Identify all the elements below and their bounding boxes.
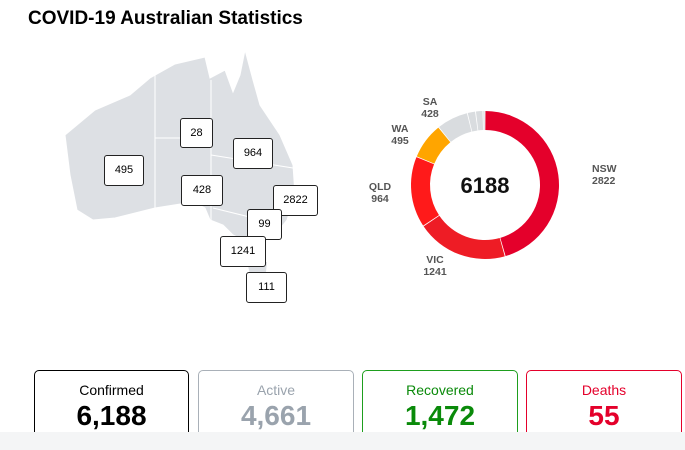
map-count-act[interactable]: 99 [247,209,282,240]
donut-label-vic: VIC [426,254,444,266]
donut-slice-other-7[interactable] [483,111,485,131]
stat-value: 1,472 [404,400,476,431]
donut-slice-qld[interactable] [411,157,440,226]
donut-value-nsw: 2822 [592,175,616,187]
donut-label-wa: WA [392,123,409,135]
donut-label-qld: QLD [369,181,392,193]
state-donut-chart: NSW 2822 VIC 1241 QLD 964 WA 495 SA 428 6188 [360,80,620,300]
australia-map: 28 964 495 428 2822 99 1241 111 [55,49,330,305]
page-title: COVID-19 Australian Statistics [28,8,303,29]
donut-label-nsw: NSW [592,163,617,175]
map-count-vic[interactable]: 1241 [220,236,266,267]
donut-slice-sa[interactable] [439,113,472,142]
footer-band [0,432,685,450]
stat-label: Recovered [406,382,474,398]
stat-card-confirmed[interactable]: Confirmed 6,188 [34,370,189,438]
donut-slice-wa[interactable] [416,127,451,164]
stat-card-active[interactable]: Active 4,661 [198,370,354,438]
stat-card-recovered[interactable]: Recovered 1,472 [362,370,518,438]
stat-label: Deaths [581,382,627,398]
map-count-wa[interactable]: 495 [104,155,144,186]
map-count-sa[interactable]: 428 [181,175,223,206]
donut-value-sa: 428 [421,108,439,120]
stat-value: 4,661 [240,400,312,431]
map-count-nt[interactable]: 28 [180,118,213,148]
donut-slice-vic[interactable] [423,215,505,259]
stat-label: Active [256,382,296,398]
stat-value: 6,188 [76,400,147,431]
donut-slice-other-5[interactable] [467,111,478,132]
donut-value-vic: 1241 [423,266,447,278]
stat-card-deaths[interactable]: Deaths 55 [526,370,682,438]
map-count-qld[interactable]: 964 [233,138,273,169]
map-count-tas[interactable]: 111 [246,272,287,303]
donut-label-sa: SA [423,96,438,108]
donut-value-wa: 495 [391,135,409,147]
donut-value-qld: 964 [371,193,389,205]
donut-total: 6188 [461,173,510,198]
donut-slice-other-6[interactable] [475,111,484,131]
donut-slice-nsw[interactable] [485,111,559,257]
stat-value: 55 [588,400,620,431]
stat-label: Confirmed [79,382,144,398]
